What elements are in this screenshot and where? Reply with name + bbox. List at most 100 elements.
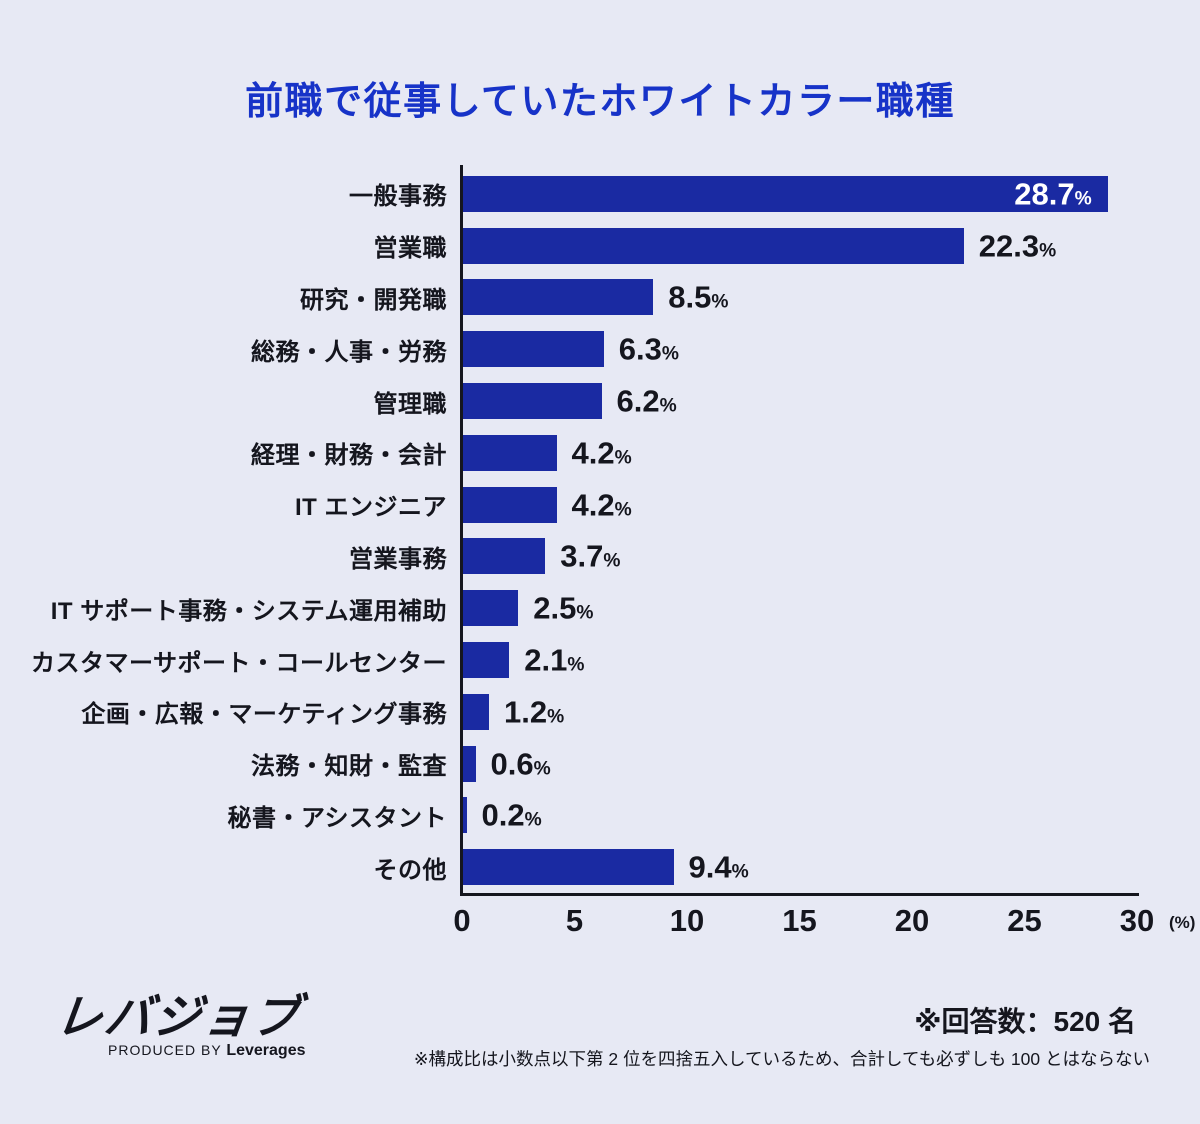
bar	[462, 590, 519, 627]
value-label: 9.4%	[689, 852, 749, 883]
chart-row: 管理職 6.2%	[0, 375, 1200, 427]
x-tick-label: 15	[782, 903, 817, 938]
percent-sign: %	[524, 809, 542, 831]
x-tick-label: 30	[1119, 903, 1155, 938]
bar-track: 28.7%	[462, 175, 1141, 212]
category-label: 企画・広報・マーケティング事務	[81, 701, 447, 729]
value-number: 4.2	[571, 487, 615, 523]
percent-sign: %	[603, 550, 621, 572]
category-label: 営業事務	[349, 545, 447, 573]
bar	[462, 849, 674, 886]
value-label: 8.5%	[668, 282, 728, 313]
percent-sign: %	[614, 499, 632, 521]
bar-track: 4.2%	[462, 486, 1141, 523]
value-label: 6.2%	[617, 386, 677, 417]
value-number: 0.6	[490, 746, 534, 782]
bar-track: 0.6%	[462, 745, 1141, 782]
bar-track: 0.2%	[462, 797, 1141, 834]
chart-row: 経理・財務・会計 4.2%	[0, 427, 1200, 479]
category-label: 経理・財務・会計	[251, 442, 447, 470]
value-number: 2.1	[524, 642, 568, 678]
x-tick-label: 20	[894, 903, 930, 938]
produced-by-prefix: PRODUCED BY	[108, 1042, 222, 1058]
bar-track: 3.7%	[462, 538, 1141, 575]
category-label: 総務・人事・労務	[251, 338, 447, 366]
category-label: カスタマーサポート・コールセンター	[30, 649, 447, 677]
value-label: 0.2%	[482, 800, 542, 831]
chart-row: IT サポート事務・システム運用補助 2.5%	[0, 582, 1200, 634]
chart-row: 総務・人事・労務 6.3%	[0, 323, 1200, 375]
chart-row: カスタマーサポート・コールセンター 2.1%	[0, 634, 1200, 686]
category-label: 法務・知財・監査	[251, 753, 447, 781]
bar-track: 9.4%	[462, 849, 1141, 886]
x-axis: 0 5 10 15 20 25 30 (%)	[453, 903, 1195, 949]
value-label: 2.5%	[533, 593, 593, 624]
y-axis-line	[460, 165, 463, 896]
percent-sign: %	[711, 291, 729, 313]
value-number: 0.2	[481, 797, 525, 833]
percent-sign: %	[731, 861, 749, 883]
chart-row: 営業事務 3.7%	[0, 531, 1200, 583]
x-tick-label: 5	[565, 903, 584, 938]
chart-row: 研究・開発職 8.5%	[0, 272, 1200, 324]
chart-title: 前職で従事していたホワイトカラー職種	[245, 81, 955, 123]
value-label: 1.2%	[504, 696, 564, 727]
x-tick-label: 25	[1007, 903, 1042, 938]
value-number: 6.2	[616, 383, 660, 419]
value-number: 1.2	[504, 694, 548, 730]
value-number: 2.5	[533, 590, 577, 626]
value-label: 4.2%	[572, 437, 632, 468]
bar-track: 1.2%	[462, 693, 1141, 730]
chart-row: IT エンジニア 4.2%	[0, 479, 1200, 531]
chart-row: 営業職 22.3%	[0, 220, 1200, 272]
value-number: 4.2	[571, 435, 615, 471]
value-label: 0.6%	[491, 748, 551, 779]
leverages-brand: Leverages	[226, 1042, 306, 1059]
chart-row: その他 9.4%	[0, 841, 1200, 893]
bar-rows: 一般事務 28.7% 営業職 22.3% 研究・開発職 8.5% 総務・人事・労務 6.3% 管…	[0, 168, 1200, 893]
bar	[462, 383, 602, 420]
category-label: その他	[373, 856, 447, 884]
x-axis-unit-label: (%)	[1169, 913, 1196, 932]
respondents-note: ※回答数：520 名	[914, 1006, 1136, 1037]
chart-row: 企画・広報・マーケティング事務 1.2%	[0, 686, 1200, 738]
bar	[462, 486, 557, 523]
bar-track: 2.1%	[462, 642, 1141, 679]
value-number: 22.3	[978, 228, 1040, 264]
bar	[462, 331, 604, 368]
bar-track: 4.2%	[462, 434, 1141, 471]
percent-sign: %	[547, 706, 565, 728]
bar-track: 6.2%	[462, 383, 1141, 420]
value-number: 8.5	[668, 279, 712, 315]
value-label: 3.7%	[560, 541, 620, 572]
bar	[462, 227, 964, 264]
category-label: IT エンジニア	[295, 494, 447, 522]
bar-track: 8.5%	[462, 279, 1141, 316]
chart-row: 法務・知財・監査 0.6%	[0, 738, 1200, 790]
bar	[462, 538, 546, 575]
bar-track: 22.3%	[462, 227, 1141, 264]
chart-row: 一般事務 28.7%	[0, 168, 1200, 220]
percent-sign: %	[567, 654, 585, 676]
percent-sign: %	[533, 758, 551, 780]
value-number: 6.3	[618, 331, 662, 367]
bar	[462, 797, 467, 834]
rounding-note: ※構成比は小数点以下第 2 位を四捨五入しているため、合計しても必ずしも 100…	[413, 1049, 1150, 1069]
x-axis-line	[460, 893, 1139, 896]
category-label: 一般事務	[349, 183, 447, 211]
bar-track: 6.3%	[462, 331, 1141, 368]
percent-sign: %	[659, 395, 677, 417]
category-label: 秘書・アシスタント	[227, 804, 447, 832]
value-label: 28.7%	[1014, 178, 1091, 209]
bar	[462, 642, 510, 679]
percent-sign: %	[661, 343, 679, 365]
chart-row: 秘書・アシスタント 0.2%	[0, 790, 1200, 842]
percent-sign: %	[576, 602, 594, 624]
category-label: 営業職	[373, 235, 447, 263]
value-label: 4.2%	[572, 489, 632, 520]
bar-track: 2.5%	[462, 590, 1141, 627]
value-label: 2.1%	[524, 645, 584, 676]
bar	[462, 279, 654, 316]
value-number: 9.4	[688, 849, 732, 885]
produced-by-line: PRODUCED BY Leverages	[108, 1042, 306, 1060]
